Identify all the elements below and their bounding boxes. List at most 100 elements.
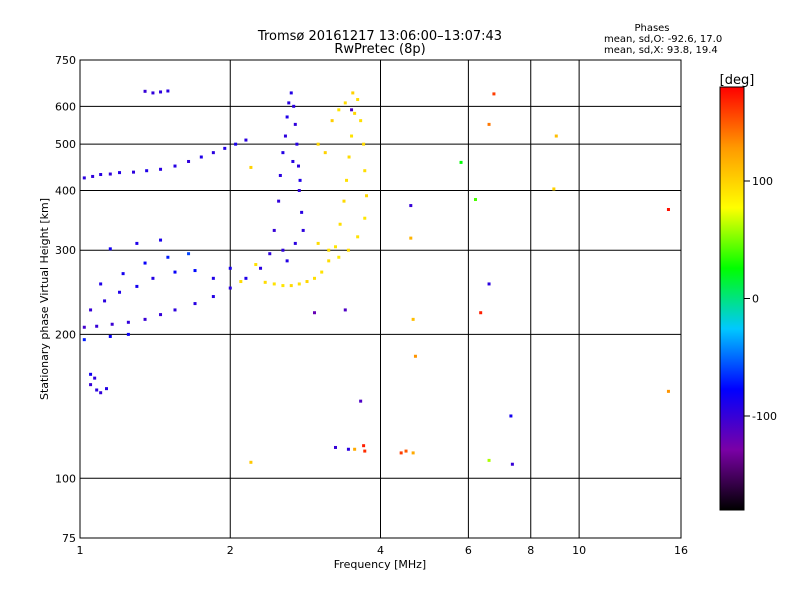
data-point-s1-12 xyxy=(345,178,349,182)
data-point-s1-51 xyxy=(487,458,491,462)
x-tick-label-1: 1 xyxy=(77,544,84,557)
data-point-s0-75 xyxy=(343,308,347,312)
data-point-s0-2 xyxy=(99,173,103,177)
data-point-s1-43 xyxy=(492,92,496,96)
data-point-s1-42 xyxy=(479,311,483,315)
data-point-s0-36 xyxy=(228,266,232,270)
data-point-s0-79 xyxy=(359,399,363,403)
data-point-s1-3 xyxy=(289,284,293,288)
data-point-s1-26 xyxy=(327,248,331,252)
data-point-s0-9 xyxy=(187,159,191,163)
data-point-s0-24 xyxy=(228,286,232,290)
data-point-s0-70 xyxy=(143,89,147,93)
data-point-s1-41 xyxy=(409,236,413,240)
data-point-s1-19 xyxy=(362,142,366,146)
data-point-s1-29 xyxy=(316,142,320,146)
data-point-s1-20 xyxy=(363,169,367,173)
data-points xyxy=(82,89,670,466)
data-point-s1-31 xyxy=(337,108,341,112)
data-point-s1-30 xyxy=(330,119,334,123)
data-point-s0-53 xyxy=(292,104,296,108)
data-point-s0-11 xyxy=(211,151,215,155)
colorbar-ticks: -100 0 100 xyxy=(744,175,777,423)
x-tick-label-16: 16 xyxy=(674,544,688,557)
data-point-s1-7 xyxy=(320,270,324,274)
data-point-s0-58 xyxy=(300,210,304,214)
data-point-s1-35 xyxy=(363,449,367,453)
data-point-s1-46 xyxy=(552,187,556,191)
data-point-s0-14 xyxy=(244,138,248,142)
colorbar-tick-label--100: -100 xyxy=(752,410,777,423)
data-point-s0-44 xyxy=(159,238,163,242)
data-point-s0-62 xyxy=(293,241,297,245)
data-point-s1-25 xyxy=(337,255,341,259)
data-point-s1-9 xyxy=(333,245,337,249)
data-point-s0-71 xyxy=(151,91,155,95)
data-point-s1-36 xyxy=(399,451,403,455)
data-point-s1-5 xyxy=(305,280,309,284)
data-point-s1-39 xyxy=(413,354,417,358)
data-point-s0-57 xyxy=(297,188,301,192)
data-point-s0-73 xyxy=(166,89,170,93)
data-point-s0-6 xyxy=(145,169,149,173)
data-point-s0-83 xyxy=(509,414,513,418)
data-point-s0-64 xyxy=(291,159,295,163)
data-point-s1-1 xyxy=(272,282,276,286)
data-point-s1-54 xyxy=(239,280,243,284)
data-point-s0-49 xyxy=(283,134,287,138)
data-point-s1-55 xyxy=(254,263,258,267)
colorbar-tick-label-0: 0 xyxy=(752,293,759,306)
y-tick-label-200: 200 xyxy=(55,328,76,341)
data-point-s1-53 xyxy=(249,165,253,169)
colorbar-label: [deg] xyxy=(720,73,755,88)
data-point-s0-16 xyxy=(95,324,99,328)
y-tick-label-75: 75 xyxy=(62,532,76,545)
data-point-s1-23 xyxy=(356,235,360,239)
y-tick-label-750: 750 xyxy=(55,54,76,67)
data-point-s0-65 xyxy=(89,383,93,387)
data-point-s0-42 xyxy=(108,247,112,251)
data-point-s0-66 xyxy=(95,388,99,392)
data-point-s0-12 xyxy=(223,146,227,150)
data-point-s1-40 xyxy=(411,317,415,321)
phases-x-stats: mean, sd,X: 93.8, 19.4 xyxy=(604,45,718,56)
data-point-s0-13 xyxy=(234,142,238,146)
data-point-s1-45 xyxy=(554,134,558,138)
y-tick-label-300: 300 xyxy=(55,244,76,257)
data-point-s0-86 xyxy=(108,334,112,338)
data-point-s0-45 xyxy=(272,228,276,232)
y-tick-label-500: 500 xyxy=(55,138,76,151)
data-point-s0-80 xyxy=(409,204,413,208)
data-point-s0-31 xyxy=(135,284,139,288)
data-point-s1-11 xyxy=(342,199,346,203)
data-point-s0-52 xyxy=(289,91,293,95)
x-tick-label-6: 6 xyxy=(465,544,472,557)
data-point-s1-2 xyxy=(281,284,285,288)
data-point-s0-23 xyxy=(211,295,215,299)
data-point-s0-4 xyxy=(118,171,122,175)
data-point-s1-37 xyxy=(404,449,408,453)
data-point-s0-50 xyxy=(285,115,289,119)
data-point-s1-6 xyxy=(312,276,316,280)
data-point-s0-47 xyxy=(278,173,282,177)
data-point-s1-13 xyxy=(347,155,351,159)
data-point-s1-52 xyxy=(249,460,253,464)
x-tick-label-8: 8 xyxy=(527,544,534,557)
data-point-s0-33 xyxy=(173,270,177,274)
data-point-s0-15 xyxy=(82,325,86,329)
data-point-s1-44 xyxy=(487,122,491,126)
data-point-s0-85 xyxy=(89,372,93,376)
data-point-s1-15 xyxy=(353,111,357,115)
data-point-s1-8 xyxy=(327,259,331,263)
chart-title: Tromsø 20161217 13:06:00–13:07:43 xyxy=(257,29,502,44)
data-point-s0-22 xyxy=(193,302,197,306)
grid xyxy=(80,60,681,538)
data-point-s1-33 xyxy=(353,447,357,451)
data-point-s1-27 xyxy=(316,241,320,245)
data-point-s0-74 xyxy=(350,108,354,112)
y-tick-label-100: 100 xyxy=(55,472,76,485)
data-point-s0-21 xyxy=(173,308,177,312)
data-point-s0-69 xyxy=(93,376,97,380)
data-point-s0-7 xyxy=(159,167,163,171)
